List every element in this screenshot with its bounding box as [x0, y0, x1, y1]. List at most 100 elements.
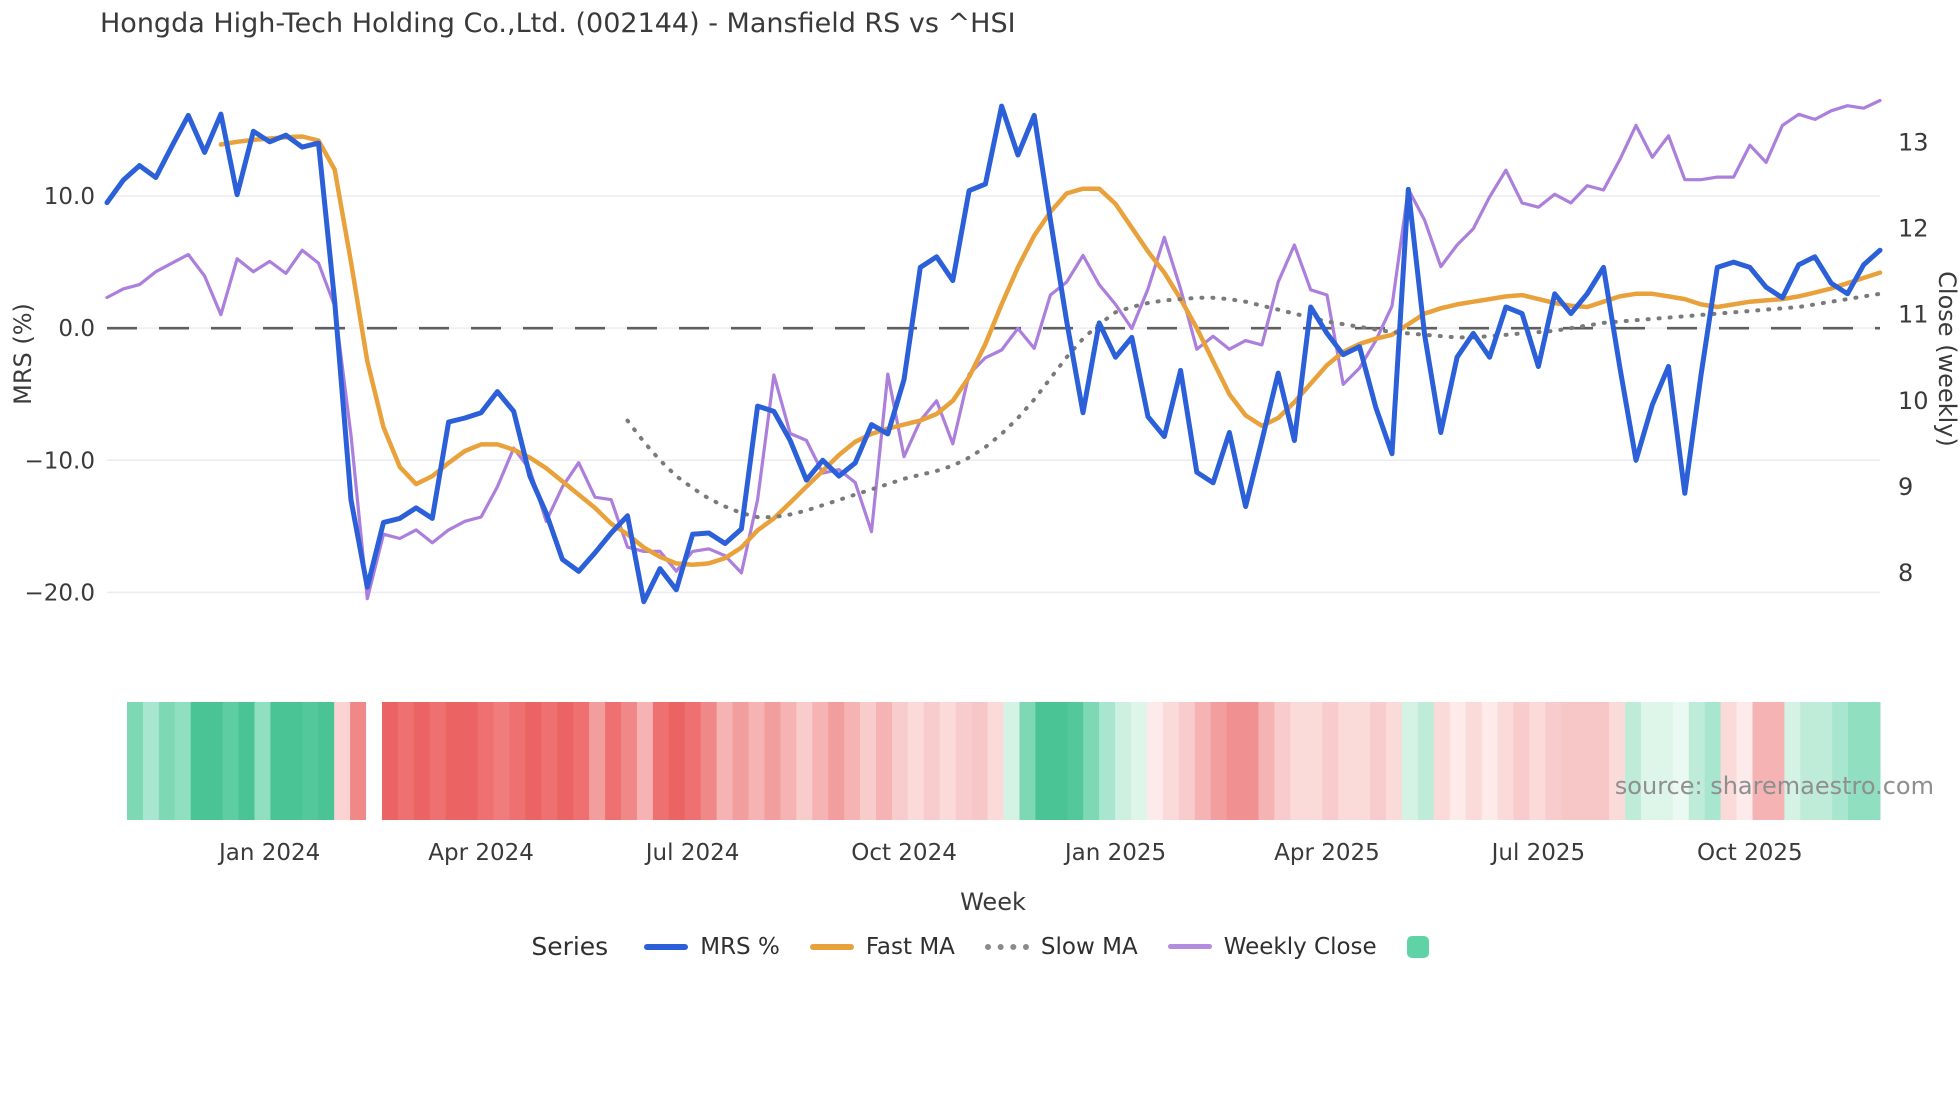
heatmap-cell: [525, 702, 542, 820]
slow-ma-dotted-swatch-icon: [984, 943, 1029, 950]
weekly-close-line-swatch-icon: [1167, 944, 1212, 949]
heatmap-cell: [1816, 702, 1833, 820]
heatmap-cell: [445, 702, 463, 820]
heatmap-cell: [907, 702, 925, 820]
heatmap-cell: [1210, 702, 1228, 820]
heatmap-cell: [158, 702, 176, 820]
legend-title: Series: [531, 932, 609, 961]
heatmap-cell: [700, 702, 718, 820]
heatmap-cell: [1577, 702, 1594, 820]
heatmap-cell: [1433, 702, 1451, 820]
heatmap-cell: [796, 702, 813, 820]
left-axis-title: MRS (%): [9, 303, 37, 405]
legend-item-label: Weekly Close: [1223, 933, 1377, 960]
heatmap-cell: [286, 702, 303, 820]
heatmap-cell: [429, 702, 447, 820]
heatmap-cell: [509, 702, 526, 820]
heatmap-cell: [1385, 702, 1403, 820]
heatmap-cell: [366, 702, 383, 820]
x-tick-label: Jan 2024: [217, 840, 320, 866]
heatmap-cell: [780, 702, 797, 820]
heatmap-cell: [206, 702, 224, 820]
right-tick-label: 9: [1898, 473, 1913, 501]
heatmap-cell: [1130, 702, 1148, 820]
heatmap-cell: [971, 702, 989, 820]
heatmap-cell: [302, 702, 319, 820]
heatmap-cell: [1481, 702, 1499, 820]
legend-item-mrs: MRS %: [644, 934, 780, 960]
heatmap-cell: [652, 702, 670, 820]
heatmap-cell: [1306, 702, 1323, 820]
heatmap-cell: [1593, 702, 1610, 820]
heatmap-cell: [987, 702, 1004, 820]
legend-item-weekly-close: Weekly Close: [1167, 933, 1377, 960]
heatmap-cell: [1338, 702, 1355, 820]
heatmap-cell: [716, 702, 734, 820]
legend: Series MRS % Fast MA Slow MA Weekly Clos…: [0, 932, 1960, 961]
left-tick-label: −20.0: [25, 580, 95, 606]
heatmap-cell: [1720, 702, 1738, 820]
right-tick-label: 12: [1898, 215, 1929, 243]
mrs--line: [104, 103, 1883, 605]
heatmap-cell: [732, 702, 750, 820]
chart-title: Hongda High-Tech Holding Co.,Ltd. (00214…: [100, 8, 1016, 39]
heatmap-cell: [1322, 702, 1339, 820]
x-axis-title: Week: [960, 888, 1026, 916]
heatmap-cell: [923, 702, 941, 820]
heatmap-cell: [764, 702, 781, 820]
heatmap-cell: [1258, 702, 1275, 820]
heatmap-cell: [1784, 702, 1801, 820]
x-tick-label: Jul 2025: [1490, 840, 1586, 866]
source-watermark: source: sharemaestro.com: [1614, 772, 1934, 800]
heatmap-cell: [222, 702, 240, 820]
heatmap-cell: [1099, 702, 1116, 820]
heatmap-cell: [876, 702, 893, 820]
slow-ma-line: [625, 291, 1882, 520]
heatmap-cell: [1561, 702, 1578, 820]
legend-item-fast-ma: Fast MA: [809, 934, 955, 960]
heatmap-cell: [461, 702, 479, 820]
heatmap-cell: [1545, 702, 1562, 820]
heatmap-cell: [1051, 702, 1068, 820]
heatmap-cell: [350, 702, 367, 820]
heatmap-cell: [1290, 702, 1307, 820]
heatmap-cell: [1083, 702, 1100, 820]
left-tick-label: 0.0: [58, 316, 95, 342]
heatmap-cell: [1465, 702, 1483, 820]
heatmap-cell: [1497, 702, 1514, 820]
heatmap-cell: [413, 702, 431, 820]
heatmap-cell: [381, 702, 399, 820]
x-tick-label: Oct 2024: [851, 840, 957, 866]
heatmap-cell: [1115, 702, 1132, 820]
left-tick-label: 10.0: [44, 184, 95, 210]
right-tick-label: 13: [1898, 129, 1929, 157]
heatmap-swatch-icon: [1406, 935, 1429, 958]
heatmap-cell: [1609, 702, 1626, 820]
heatmap-cell: [1529, 702, 1546, 820]
heatmap-cell: [557, 702, 574, 820]
heatmap-cell: [142, 702, 160, 820]
heatmap-cell: [1736, 702, 1754, 820]
right-tick-label: 8: [1898, 559, 1913, 587]
heatmap-cell: [1354, 702, 1371, 820]
heatmap-cell: [748, 702, 765, 820]
legend-item-heatmap: [1406, 935, 1429, 958]
fast-ma-line: [218, 134, 1883, 567]
heatmap-cell: [127, 702, 144, 820]
heatmap-cell: [1752, 702, 1769, 820]
heatmap-cell: [1035, 702, 1052, 820]
heatmap-cell: [636, 702, 654, 820]
heatmap-cell: [1848, 702, 1865, 820]
heatmap-cell: [955, 702, 973, 820]
x-tick-label: Jan 2025: [1063, 840, 1166, 866]
heatmap-cell: [668, 702, 686, 820]
x-tick-label: Oct 2025: [1697, 840, 1803, 866]
heatmap-cell: [573, 702, 590, 820]
heatmap-cell: [1274, 702, 1291, 820]
heatmap-cell: [174, 702, 192, 820]
left-tick-label: −10.0: [25, 448, 95, 474]
heatmap-cell: [1019, 702, 1036, 820]
mrs-line-swatch-icon: [644, 943, 689, 950]
